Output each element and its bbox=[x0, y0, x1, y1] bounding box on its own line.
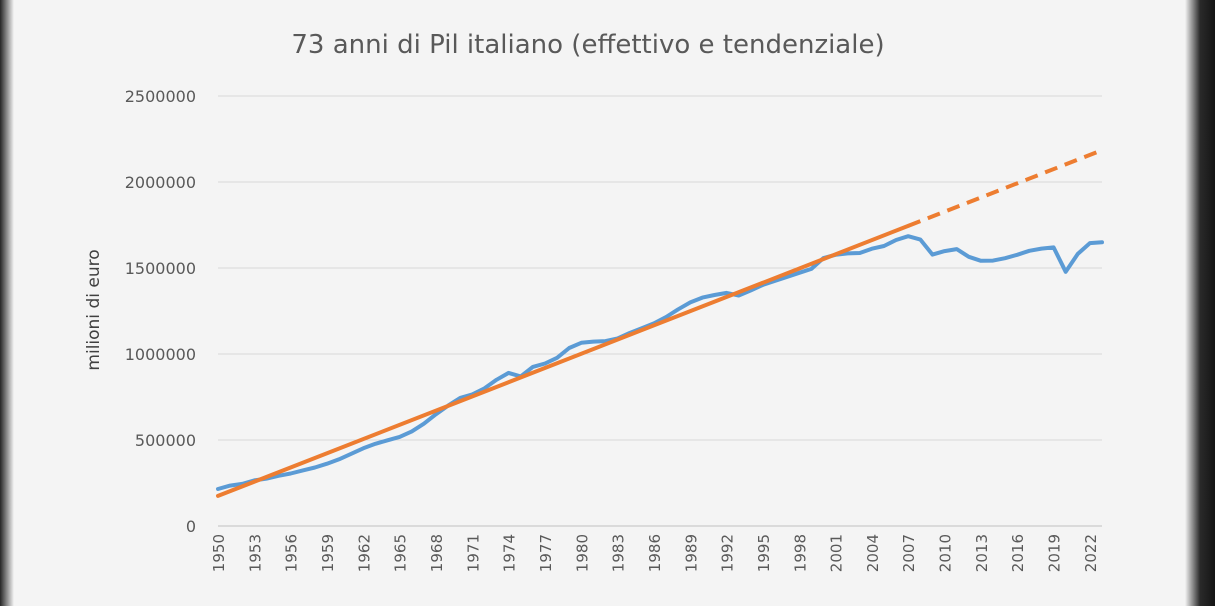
actual-gdp-line bbox=[216, 234, 1104, 491]
x-tick-label: 2019 bbox=[1046, 534, 1064, 572]
x-tick-label: 2016 bbox=[1009, 534, 1027, 572]
y-tick-label: 1000000 bbox=[125, 345, 196, 364]
chart-title: 73 anni di Pil italiano (effettivo e ten… bbox=[291, 30, 884, 60]
x-tick-label: 1998 bbox=[791, 534, 809, 572]
y-tick-label: 500000 bbox=[135, 431, 196, 450]
y-axis-ticks: 0 500000 1000000 1500000 2000000 2500000 bbox=[125, 87, 196, 536]
x-tick-label: 1980 bbox=[573, 534, 591, 572]
x-tick-label: 1950 bbox=[210, 534, 228, 572]
x-tick-label: 1995 bbox=[755, 534, 773, 572]
x-tick-label: 1971 bbox=[464, 534, 482, 572]
x-tick-label: 1953 bbox=[246, 534, 264, 572]
x-axis-ticks: 1950 1953 1956 1959 1962 1965 1968 1971 1974 1977… bbox=[210, 534, 1100, 572]
x-tick-label: 1965 bbox=[392, 534, 410, 572]
x-tick-label: 1956 bbox=[283, 534, 301, 572]
y-tick-label: 2000000 bbox=[125, 173, 196, 192]
x-tick-label: 2001 bbox=[828, 534, 846, 572]
x-tick-label: 2022 bbox=[1082, 534, 1100, 572]
x-tick-label: 1986 bbox=[646, 534, 664, 572]
x-tick-label: 1977 bbox=[537, 534, 555, 572]
x-tick-label: 1974 bbox=[501, 534, 519, 572]
x-tick-label: 2013 bbox=[973, 534, 991, 572]
y-tick-label: 2500000 bbox=[125, 87, 196, 106]
x-tick-label: 2007 bbox=[900, 534, 918, 572]
y-tick-label: 1500000 bbox=[125, 259, 196, 278]
x-tick-label: 1968 bbox=[428, 534, 446, 572]
x-tick-label: 1959 bbox=[319, 534, 337, 572]
gridlines bbox=[218, 95, 1102, 527]
y-tick-label: 0 bbox=[186, 517, 196, 536]
x-tick-label: 1983 bbox=[610, 534, 628, 572]
trend-projection-line bbox=[907, 148, 1103, 228]
trend-line bbox=[216, 223, 911, 498]
x-tick-label: 1989 bbox=[682, 534, 700, 572]
x-tick-label: 1962 bbox=[355, 534, 373, 572]
x-tick-label: 2010 bbox=[937, 534, 955, 572]
series-lines bbox=[216, 148, 1104, 498]
x-tick-label: 2004 bbox=[864, 534, 882, 572]
x-tick-label: 1992 bbox=[719, 534, 737, 572]
y-axis-label: milioni di euro bbox=[84, 249, 104, 370]
